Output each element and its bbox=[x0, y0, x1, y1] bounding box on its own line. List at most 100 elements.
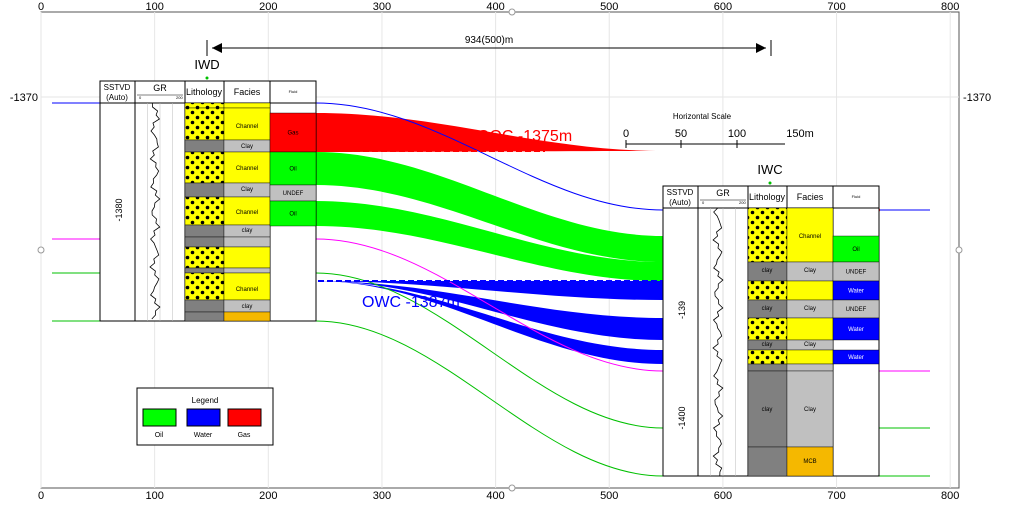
well-name: IWC bbox=[757, 162, 782, 177]
x-tick-bottom-600: 600 bbox=[714, 490, 732, 500]
fluid-segment bbox=[832, 349, 880, 365]
gr-max: 200 bbox=[739, 200, 746, 205]
lithology-segment bbox=[184, 182, 225, 198]
x-tick-top-800: 800 bbox=[941, 1, 959, 13]
facies-segment bbox=[223, 236, 271, 248]
lithology-segment bbox=[184, 267, 225, 274]
owc-contact: OWC -1387m bbox=[318, 280, 663, 311]
gr-max: 200 bbox=[176, 95, 183, 100]
facies-header: Facies bbox=[797, 192, 824, 202]
facies-label: clay bbox=[242, 304, 253, 310]
well-name: IWD bbox=[194, 57, 219, 72]
lithology-header: Lithology bbox=[749, 192, 786, 202]
lithology-segment bbox=[184, 246, 225, 269]
legend-water-label: Water bbox=[194, 432, 213, 439]
y-tick-left--1370: -1370 bbox=[10, 92, 38, 104]
x-tick-top-500: 500 bbox=[600, 1, 618, 13]
lithology-segment bbox=[184, 139, 225, 153]
x-tick-top-400: 400 bbox=[486, 1, 504, 13]
facies-segment bbox=[786, 349, 834, 365]
scale-tick-50: 50 bbox=[675, 128, 687, 140]
horizon-magenta bbox=[52, 238, 930, 372]
facies-label: MCB bbox=[803, 459, 816, 465]
lithology-segment bbox=[184, 107, 225, 141]
x-tick-top-700: 700 bbox=[827, 1, 845, 13]
lithology-segment bbox=[184, 311, 225, 322]
gr-header: GR bbox=[716, 188, 730, 198]
facies-label: Clay bbox=[804, 268, 816, 274]
fluid-segment bbox=[269, 200, 317, 227]
facies-label: Clay bbox=[804, 342, 816, 348]
facies-segment bbox=[223, 196, 271, 226]
water-band-1 bbox=[316, 281, 663, 300]
axes-frame: 0 100 200 300 400 500 600 700 800 0 100 200 300 400 5… bbox=[10, 1, 991, 502]
scale-title: Horizontal Scale bbox=[673, 112, 732, 121]
lithology-segment bbox=[184, 272, 225, 301]
facies-segment bbox=[223, 267, 271, 274]
water-band-3 bbox=[316, 281, 663, 364]
fluid-label: UNDEF bbox=[846, 270, 867, 276]
facies-segment bbox=[223, 107, 271, 141]
fluid-label: UNDEF bbox=[283, 191, 304, 197]
x-tick-top-100: 100 bbox=[145, 1, 163, 13]
lithology-segment bbox=[747, 363, 788, 372]
fluid-segment bbox=[832, 317, 880, 341]
facies-label: Channel bbox=[236, 124, 258, 130]
lithology-segment bbox=[184, 224, 225, 238]
lithology-label: clay bbox=[762, 342, 773, 348]
horizon-green-1 bbox=[52, 272, 930, 429]
fluid-header: Fluid bbox=[289, 89, 298, 94]
depth-header-unit: (Auto) bbox=[106, 93, 128, 102]
fluid-header: Fluid bbox=[852, 194, 861, 199]
facies-label: Clay bbox=[804, 407, 816, 413]
depth-label: -1400 bbox=[677, 406, 687, 429]
fluid-segment bbox=[269, 151, 317, 186]
facies-label: Clay bbox=[241, 144, 253, 150]
fluid-label: Oil bbox=[289, 212, 296, 218]
facies-label: Channel bbox=[236, 210, 258, 216]
fluid-segment bbox=[269, 112, 317, 153]
lithology-segment bbox=[184, 236, 225, 248]
facies-segment bbox=[786, 446, 834, 477]
lithology-segment bbox=[184, 151, 225, 184]
lithology-segment bbox=[747, 317, 788, 341]
x-tick-top-200: 200 bbox=[259, 1, 277, 13]
water-band-2 bbox=[316, 281, 663, 340]
fluid-label: Water bbox=[848, 289, 864, 295]
gr-header: GR bbox=[153, 83, 167, 93]
depth-header: SSTVD bbox=[667, 188, 694, 197]
facies-segment bbox=[786, 207, 834, 263]
facies-label: Channel bbox=[799, 234, 821, 240]
horizon-blue-top bbox=[52, 102, 930, 211]
x-tick-bottom-100: 100 bbox=[145, 490, 163, 500]
legend-water-swatch bbox=[186, 408, 221, 427]
legend-oil-label: Oil bbox=[155, 432, 164, 439]
depth-label: -1380 bbox=[114, 198, 124, 221]
depth-header: SSTVD bbox=[104, 83, 131, 92]
lithology-segment bbox=[747, 207, 788, 263]
depth-header-unit: (Auto) bbox=[669, 198, 691, 207]
scale-tick-100: 100 bbox=[728, 128, 746, 140]
gr-curve bbox=[149, 102, 161, 320]
fluid-label: UNDEF bbox=[846, 307, 867, 313]
legend: Legend Oil Water Gas bbox=[136, 387, 274, 446]
facies-label: Clay bbox=[804, 306, 816, 312]
fluid-label: Gas bbox=[287, 131, 298, 137]
depth-label: -139 bbox=[677, 301, 687, 319]
oil-band-upper bbox=[316, 152, 663, 262]
facies-segment bbox=[786, 317, 834, 341]
x-tick-bottom-700: 700 bbox=[827, 490, 845, 500]
distance-arrow: 934(500)m bbox=[206, 35, 772, 56]
gr-min: 0 bbox=[139, 95, 142, 100]
facies-label: Channel bbox=[236, 287, 258, 293]
legend-gas-label: Gas bbox=[238, 432, 251, 439]
lithology-label: clay bbox=[762, 306, 773, 312]
gr-min: 0 bbox=[702, 200, 705, 205]
fluid-label: Oil bbox=[289, 167, 296, 173]
legend-title: Legend bbox=[192, 396, 219, 405]
lithology-segment bbox=[747, 349, 788, 365]
x-tick-bottom-200: 200 bbox=[259, 490, 277, 500]
